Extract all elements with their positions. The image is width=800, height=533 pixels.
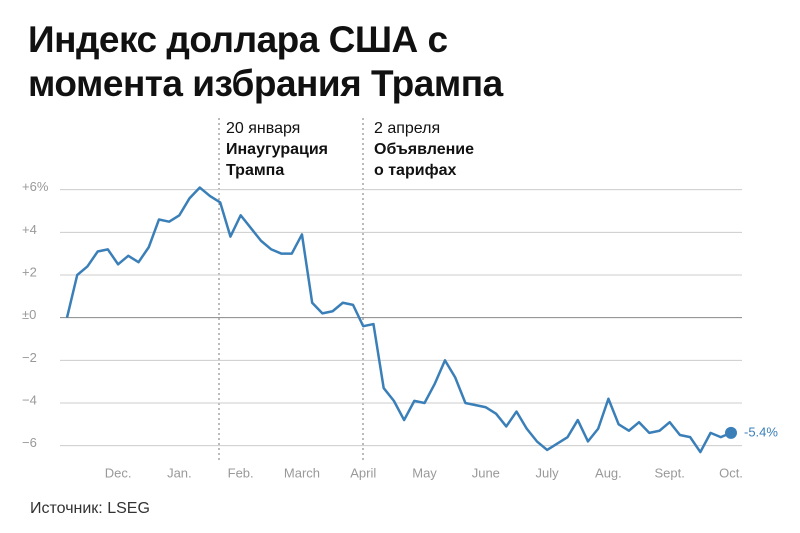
chart-title: Индекс доллара США с момента избрания Тр… bbox=[28, 19, 503, 104]
annotation: 2 апреля Объявление о тарифах bbox=[374, 118, 474, 181]
annotation: 20 января Инаугурация Трампа bbox=[226, 118, 328, 181]
annotation-text: Объявление bbox=[374, 141, 474, 158]
x-tick-label: Sept. bbox=[655, 465, 685, 480]
y-tick-label: +4 bbox=[22, 222, 37, 237]
annotation-text: Инаугурация bbox=[226, 141, 328, 158]
annotation-text: Трампа bbox=[226, 162, 285, 179]
y-tick-label: ±0 bbox=[22, 307, 36, 322]
x-tick-label: Dec. bbox=[105, 465, 132, 480]
annotation-date: 20 января bbox=[226, 120, 301, 137]
x-tick-label: March bbox=[284, 465, 320, 480]
annotation-date: 2 апреля bbox=[374, 120, 441, 137]
y-tick-label: +6% bbox=[22, 179, 49, 194]
y-tick-label: +2 bbox=[22, 264, 37, 279]
x-tick-label: Feb. bbox=[228, 465, 254, 480]
y-tick-label: −6 bbox=[22, 435, 37, 450]
source: Источник: LSEG bbox=[30, 500, 150, 517]
end-point bbox=[725, 426, 737, 439]
annotation-text: о тарифах bbox=[374, 162, 457, 179]
y-tick-label: −4 bbox=[22, 392, 37, 407]
x-tick-label: June bbox=[472, 465, 500, 480]
x-tick-label: April bbox=[350, 465, 376, 480]
x-tick-label: Aug. bbox=[595, 465, 622, 480]
line bbox=[65, 186, 732, 454]
x-tick-label: Oct. bbox=[719, 465, 743, 480]
x-tick-label: Jan. bbox=[167, 465, 192, 480]
value-label: -5.4% bbox=[744, 424, 778, 439]
y-tick-label: −2 bbox=[22, 350, 37, 365]
x-tick-label: May bbox=[412, 465, 437, 480]
x-tick-label: July bbox=[536, 465, 560, 480]
